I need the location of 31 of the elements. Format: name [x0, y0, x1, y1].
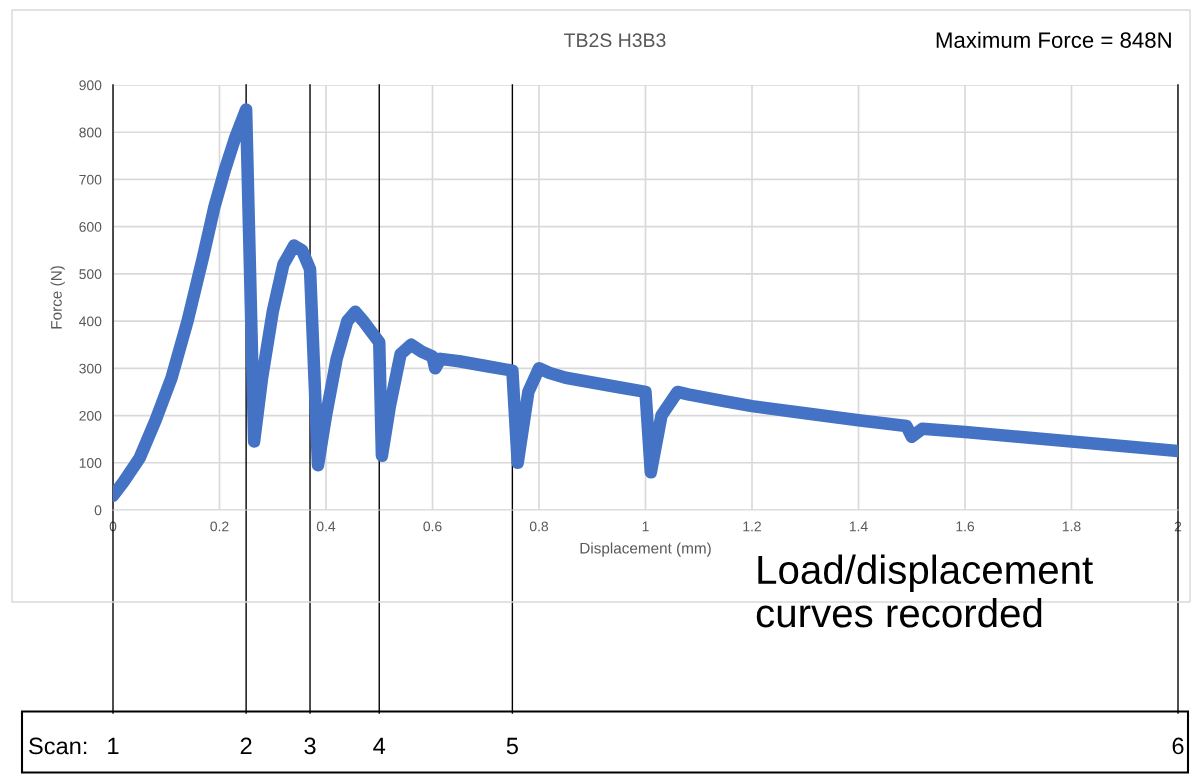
text: Load/displacement curves recorded — [756, 554, 1093, 628]
x-tick-label: 1.8 — [1062, 521, 1081, 532]
text: 1 — [108, 737, 119, 755]
x-tick-label: 1.2 — [743, 521, 761, 532]
x-tick-label: 0.6 — [423, 521, 442, 532]
text: 2 — [240, 737, 252, 755]
y-tick-label: 300 — [79, 363, 102, 374]
y-tick-label: 700 — [79, 174, 102, 185]
text: Maximum Force = 848N — [936, 31, 1171, 48]
y-tick-label: 600 — [79, 222, 102, 232]
text: Scan: — [29, 737, 87, 755]
y-tick-label: 400 — [79, 316, 102, 327]
x-tick-label: 0.2 — [210, 521, 229, 532]
chart-title: TB2S H3B3 — [564, 33, 666, 48]
x-tick-label: 1.6 — [956, 521, 975, 532]
y-axis-title: Force (N) — [50, 266, 65, 329]
text: 6 — [1172, 737, 1184, 755]
x-tick-label: 0.4 — [316, 521, 336, 532]
x-tick-label: 0.8 — [529, 521, 549, 532]
y-tick-label: 900 — [79, 80, 102, 91]
y-tick-label: 0 — [94, 505, 102, 516]
x-tick-label: 1.4 — [849, 521, 868, 532]
text: 4 — [373, 737, 386, 755]
x-axis-title: Displacement (mm) — [580, 542, 711, 557]
y-tick-label: 200 — [79, 410, 102, 421]
y-tick-label: 500 — [79, 269, 102, 280]
y-tick-label: 800 — [79, 127, 102, 138]
text: 5 — [506, 737, 518, 755]
x-tick-label: 1 — [642, 521, 649, 532]
text: 3 — [304, 737, 316, 755]
y-tick-label: 100 — [79, 458, 102, 468]
